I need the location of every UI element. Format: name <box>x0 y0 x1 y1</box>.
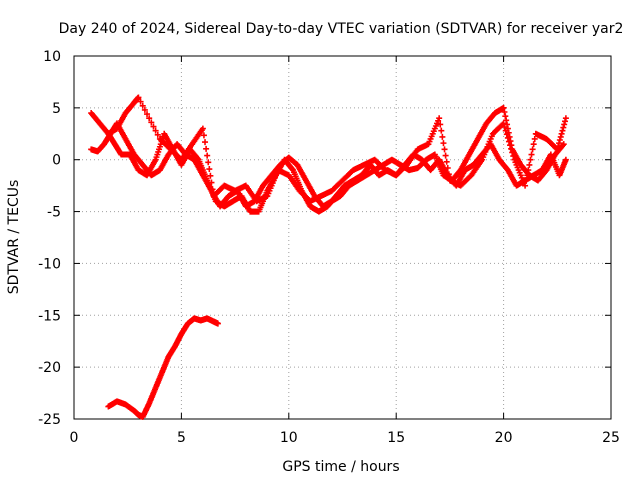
x-tick-label: 5 <box>177 430 186 446</box>
data-point <box>527 156 534 163</box>
data-point <box>530 141 537 148</box>
data-point <box>507 142 514 149</box>
data-point <box>501 124 508 131</box>
x-axis-label: GPS time / hours <box>282 459 399 475</box>
series-track-4 <box>105 315 221 420</box>
data-point <box>199 125 206 132</box>
data-point <box>558 130 565 137</box>
data-point <box>562 156 569 163</box>
data-point <box>150 123 157 130</box>
y-tick-label: -15 <box>38 308 61 324</box>
y-tick-label: -20 <box>38 360 61 376</box>
data-point <box>438 127 445 134</box>
data-point <box>526 161 533 168</box>
data-point <box>529 146 536 153</box>
data-point <box>525 167 532 174</box>
data-point <box>501 109 508 116</box>
data-point <box>500 104 507 111</box>
data-point <box>556 137 563 144</box>
data-point <box>522 182 529 189</box>
data-point <box>203 145 210 152</box>
x-tick-label: 0 <box>70 430 79 446</box>
data-point <box>559 142 566 149</box>
data-point <box>194 155 201 162</box>
data-point <box>443 158 450 165</box>
y-tick-label: 10 <box>43 49 61 65</box>
plot-frame <box>73 55 612 420</box>
x-tick-label: 20 <box>495 430 513 446</box>
data-point <box>562 115 569 122</box>
data-point <box>528 151 535 158</box>
data-point <box>214 320 221 327</box>
data-point <box>509 149 516 156</box>
y-tick-label: 0 <box>52 153 61 169</box>
data-point <box>152 127 159 134</box>
data-point <box>441 146 448 153</box>
y-tick-label: -10 <box>38 256 61 272</box>
data-point <box>502 127 509 134</box>
data-point <box>137 98 144 105</box>
data-point <box>439 133 446 140</box>
x-tick-label: 25 <box>602 430 620 446</box>
data-point <box>141 106 148 113</box>
data-point <box>555 143 562 150</box>
data-point <box>500 120 507 127</box>
data-point <box>503 117 510 124</box>
data-point <box>505 138 512 145</box>
data-point <box>560 141 567 148</box>
grid-lines <box>74 56 611 419</box>
data-point <box>206 166 213 173</box>
data-point <box>510 153 517 160</box>
data-point <box>205 159 212 166</box>
data-point <box>200 132 207 139</box>
axis-ticks: 0 5 10 15 20 25 -25 -20 -15 -10 -5 0 5 10 <box>38 49 620 446</box>
data-point <box>557 133 564 140</box>
data-point <box>135 94 142 101</box>
data-point <box>556 140 563 147</box>
data-point <box>561 121 568 128</box>
data-point <box>289 166 296 173</box>
data-point <box>146 115 153 122</box>
data-point <box>562 118 569 125</box>
y-tick-label: -5 <box>47 205 61 221</box>
data-point <box>139 102 146 109</box>
data-point <box>436 115 443 122</box>
data-point <box>531 135 538 142</box>
data-point <box>204 152 211 159</box>
data-points <box>88 94 569 420</box>
y-tick-label: 5 <box>52 101 61 117</box>
data-point <box>554 146 561 153</box>
y-axis-label: SDTVAR / TECUs <box>6 180 22 295</box>
series-track-3 <box>105 130 569 215</box>
data-point <box>442 152 449 159</box>
data-point <box>437 121 444 128</box>
data-point <box>504 134 511 141</box>
data-point <box>508 145 515 152</box>
data-point <box>154 131 161 138</box>
data-point <box>502 113 509 120</box>
data-point <box>503 131 510 138</box>
data-point <box>559 127 566 134</box>
data-point <box>148 119 155 126</box>
x-tick-label: 10 <box>280 430 298 446</box>
chart-title: Day 240 of 2024, Sidereal Day-to-day VTE… <box>59 21 624 37</box>
y-tick-label: -25 <box>38 412 61 428</box>
data-point <box>144 111 151 118</box>
x-tick-label: 15 <box>387 430 405 446</box>
data-point <box>560 124 567 131</box>
data-point <box>202 139 209 146</box>
data-point <box>440 140 447 147</box>
